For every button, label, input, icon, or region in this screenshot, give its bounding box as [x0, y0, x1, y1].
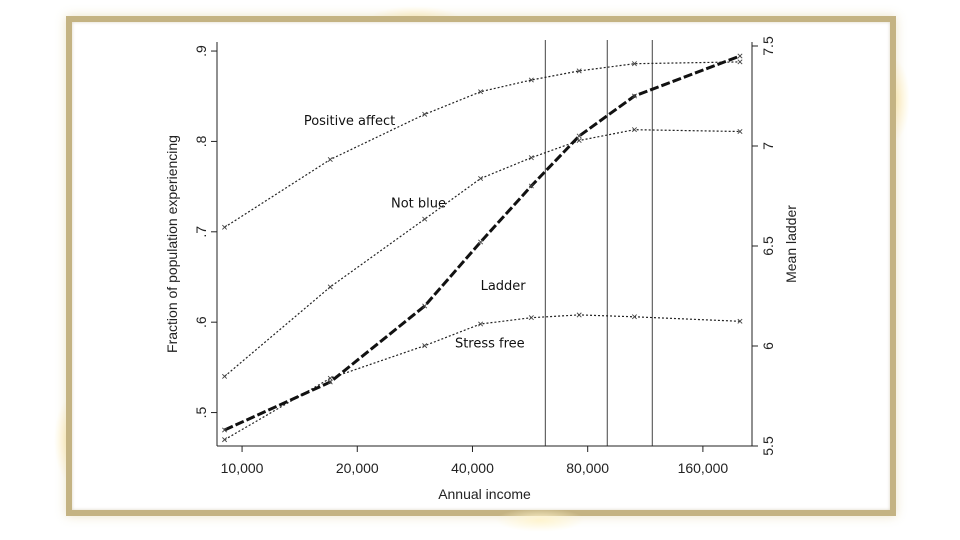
y-right-tick-label: 6 — [760, 342, 776, 350]
y-left-tick-label: .5 — [193, 407, 209, 419]
series-line-ladder — [223, 54, 741, 432]
data-point-ladder — [327, 379, 333, 385]
ticks: 10,000 20,000 40,000 80,000 160,000 .5 .6 .7 .8.… — [193, 36, 776, 476]
data-point-positive-affect — [737, 59, 743, 65]
y-right-tick-label: 7.5 — [760, 36, 776, 56]
data-point-stress-free — [422, 343, 428, 349]
data-point-not-blue — [222, 373, 228, 379]
data-point-ladder — [737, 53, 743, 59]
data-point-ladder — [478, 239, 484, 245]
y-right-tick-label: 6.5 — [760, 236, 776, 256]
data-point-stress-free — [478, 321, 484, 327]
data-point-stress-free — [631, 314, 637, 320]
data-point-not-blue — [528, 155, 534, 161]
data-point-not-blue — [737, 128, 743, 134]
series-line-stress-free — [224, 314, 741, 441]
y-left-tick-label: .8 — [193, 135, 209, 147]
frame-glow-bottom — [495, 508, 585, 532]
x-axis-title: Annual income — [438, 486, 531, 502]
y-left-tick-label: .7 — [193, 226, 209, 238]
x-tick-label: 160,000 — [678, 460, 729, 476]
series-label-not-blue: Not blue — [391, 196, 446, 211]
data-point-ladder — [576, 133, 582, 139]
gold-picture-frame — [66, 16, 896, 516]
data-point-not-blue — [422, 216, 428, 222]
data-point-stress-free — [576, 312, 582, 318]
data-point-positive-affect — [631, 61, 637, 67]
y-left-tick-label: .6 — [193, 316, 209, 328]
data-point-positive-affect — [478, 89, 484, 95]
series-lines — [223, 54, 741, 441]
data-point-stress-free — [222, 437, 228, 443]
series-line-positive-affect — [224, 61, 741, 228]
data-point-not-blue — [631, 127, 637, 133]
data-point-ladder — [422, 303, 428, 309]
axes — [216, 42, 753, 447]
series-line-not-blue — [224, 129, 741, 377]
data-point-not-blue — [327, 284, 333, 290]
data-point-not-blue — [478, 175, 484, 181]
y-right-tick-label: 5.5 — [760, 436, 776, 456]
data-point-stress-free — [528, 315, 534, 321]
series-markers — [222, 53, 743, 443]
data-point-ladder — [631, 93, 637, 99]
data-point-stress-free — [737, 318, 743, 324]
x-tick-label: 40,000 — [451, 460, 494, 476]
data-point-positive-affect — [222, 224, 228, 230]
data-point-positive-affect — [422, 111, 428, 117]
data-point-positive-affect — [327, 156, 333, 163]
data-point-ladder — [528, 183, 534, 189]
x-tick-label: 10,000 — [221, 460, 264, 476]
y-left-tick-label: .9 — [193, 45, 209, 57]
data-point-stress-free — [327, 375, 333, 381]
y-axis-right-title: Mean ladder — [783, 205, 799, 283]
data-point-positive-affect — [576, 68, 582, 74]
data-point-ladder — [222, 427, 228, 433]
series-label-positive-affect: Positive affect — [304, 114, 395, 129]
data-point-not-blue — [576, 137, 582, 144]
y-right-tick-label: 7 — [760, 142, 776, 150]
series-labels: Positive affect Not blue Stress free Ladder — [304, 114, 526, 351]
y-axis-left-title: Fraction of population experiencing — [164, 135, 180, 353]
reference-lines — [544, 40, 653, 446]
x-tick-label: 20,000 — [336, 460, 379, 476]
series-label-stress-free: Stress free — [455, 336, 525, 351]
x-tick-label: 80,000 — [566, 460, 609, 476]
series-label-ladder: Ladder — [481, 279, 527, 294]
data-point-positive-affect — [528, 77, 534, 83]
